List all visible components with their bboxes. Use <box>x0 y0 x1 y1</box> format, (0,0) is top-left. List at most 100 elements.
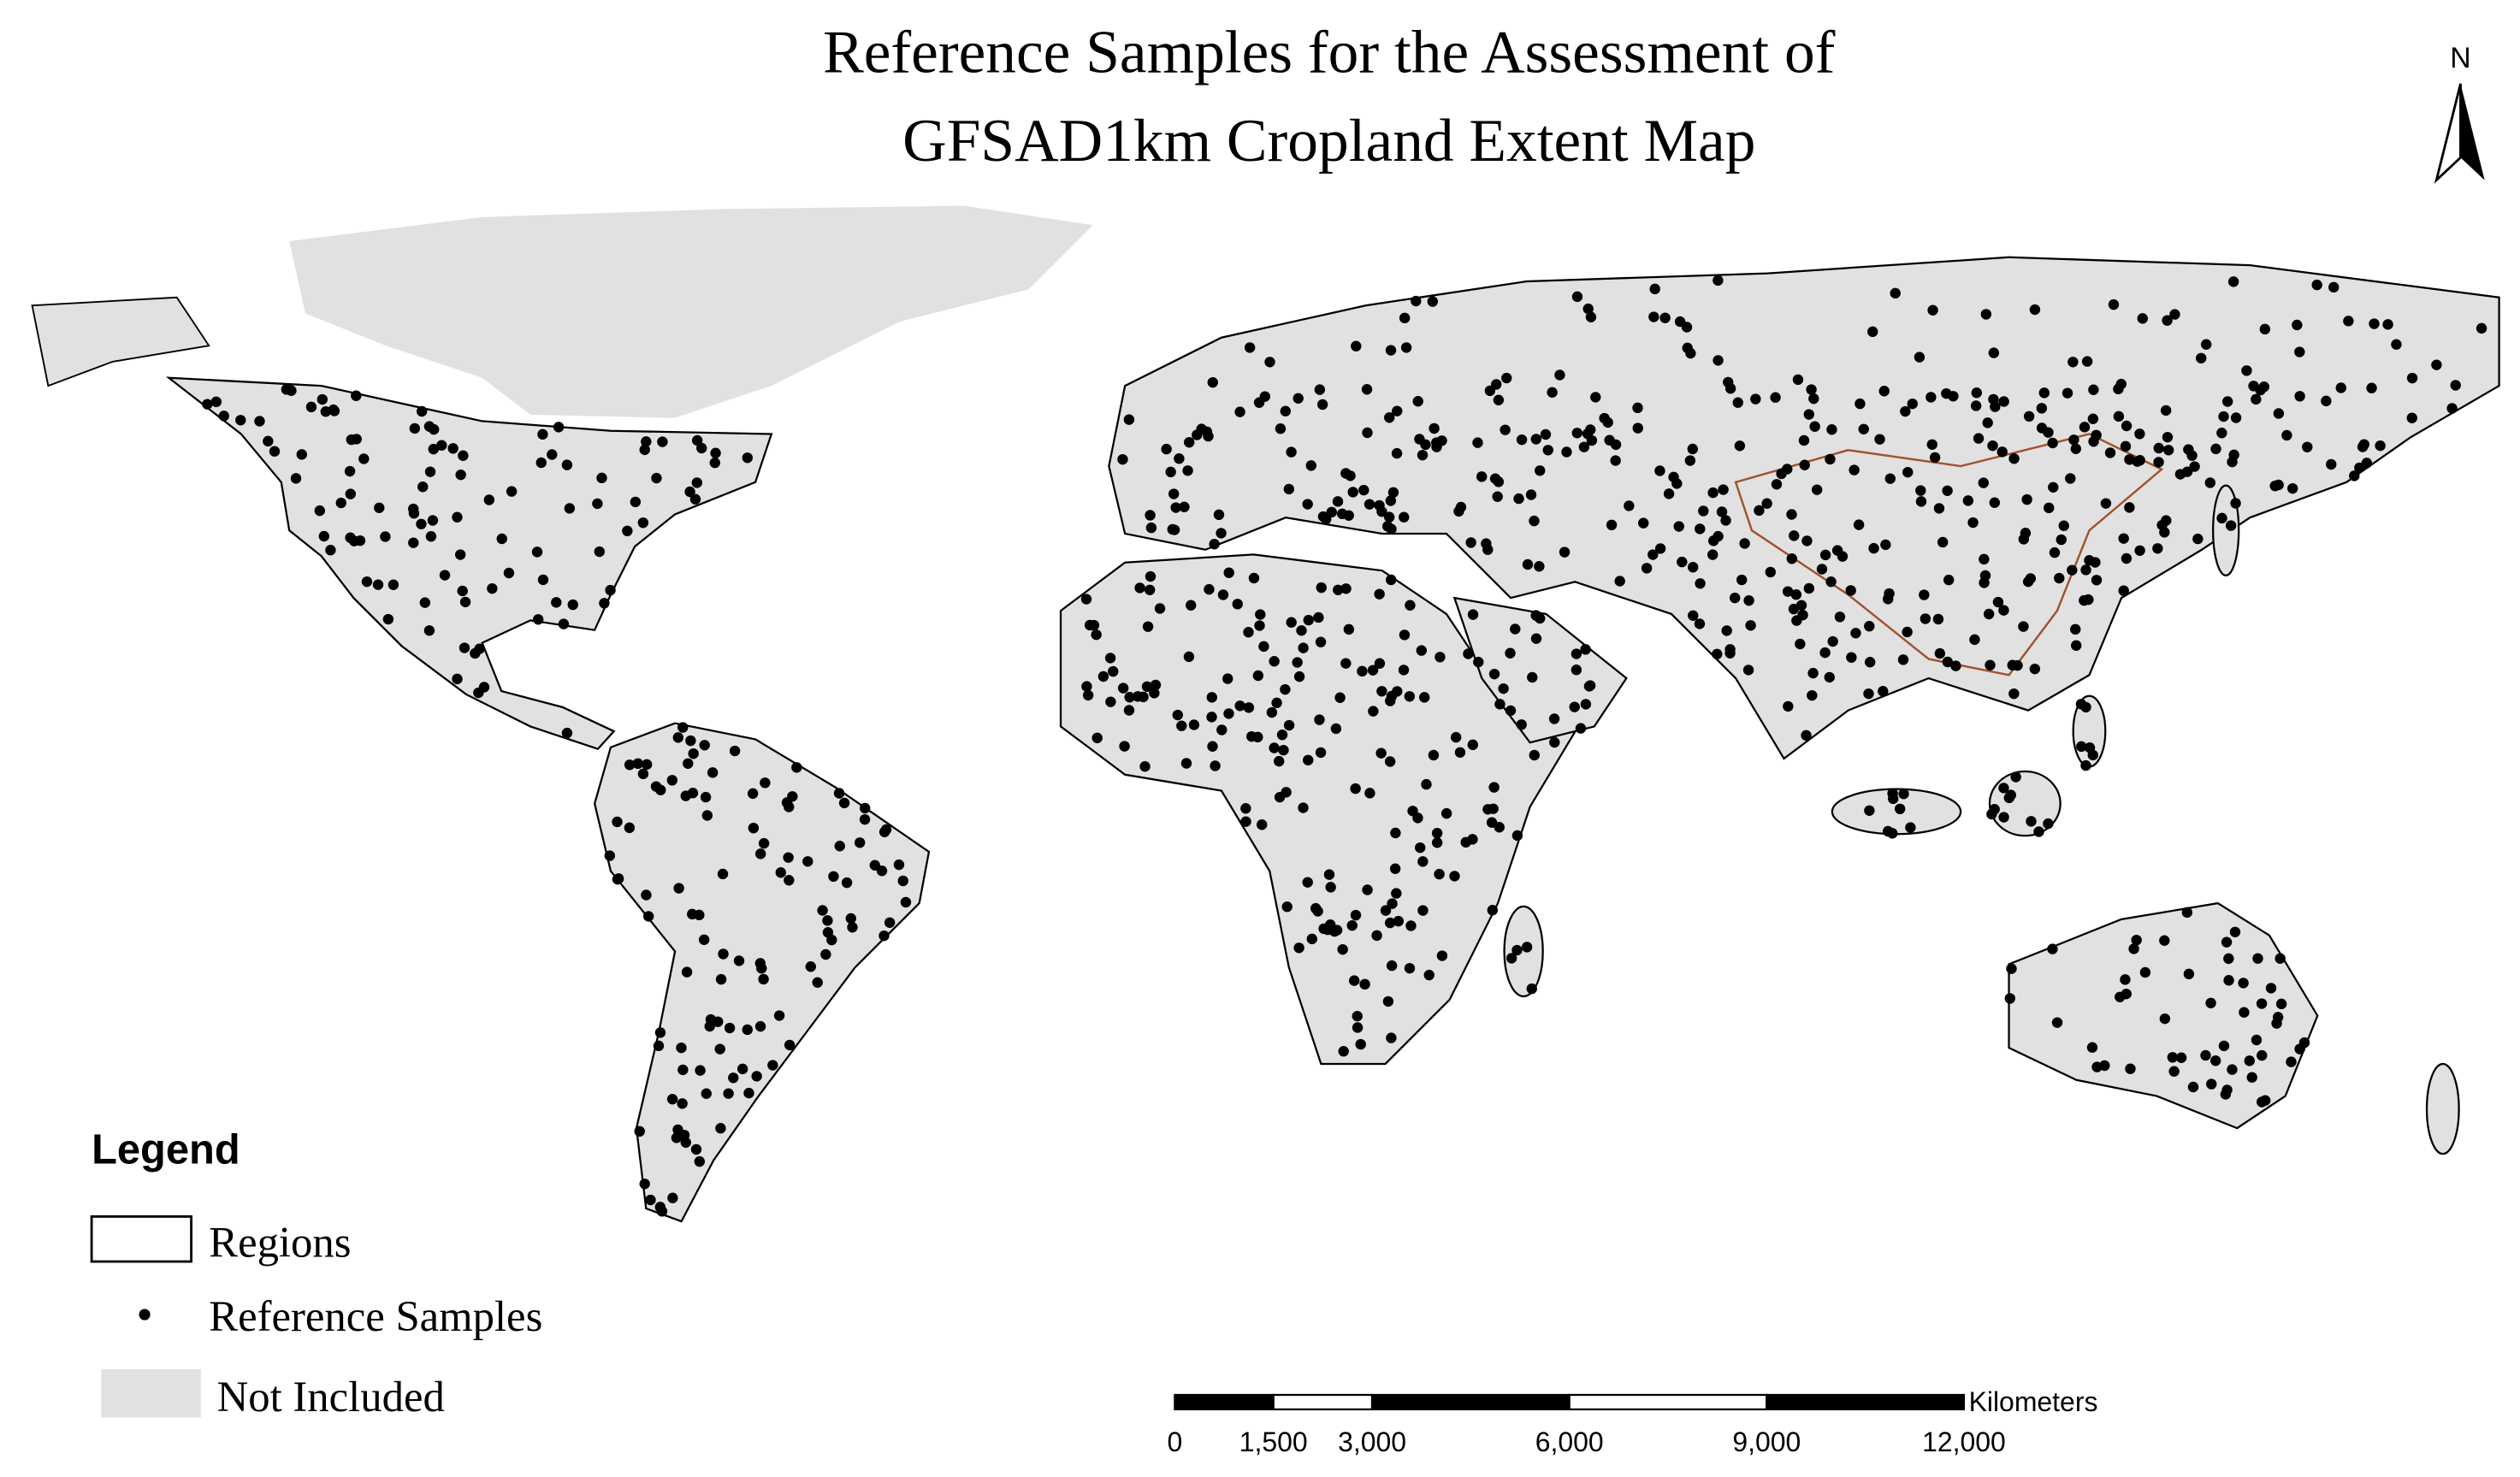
scale-label: 6,000 <box>1535 1427 1604 1457</box>
sample-point <box>718 948 729 960</box>
sample-point <box>1915 496 1927 507</box>
sample-point <box>1375 747 1387 759</box>
sample-point <box>1750 393 1761 405</box>
sample-point <box>1584 680 1596 691</box>
sample-point <box>1271 697 1282 709</box>
sample-point <box>1362 427 1373 439</box>
sample-point <box>1435 652 1446 663</box>
sample-point <box>2209 1055 2221 1066</box>
sample-point <box>1900 405 1911 417</box>
sample-point <box>742 1024 753 1036</box>
sample-point <box>820 948 831 960</box>
sample-point <box>1808 393 1819 405</box>
sample-point <box>1145 522 1157 534</box>
sample-point <box>358 453 370 464</box>
sample-point <box>1884 473 1896 484</box>
sample-point <box>1283 483 1295 495</box>
sample-point <box>1688 610 1699 621</box>
sample-point <box>408 537 419 548</box>
sample-point <box>1357 665 1368 677</box>
sample-point <box>1347 487 1358 498</box>
sample-point <box>1547 387 1558 398</box>
sample-point <box>1257 819 1268 830</box>
sample-point <box>2406 412 2417 423</box>
sample-point <box>1352 1022 1364 1033</box>
sample-point <box>1207 741 1218 752</box>
sample-point <box>2099 1060 2110 1072</box>
sample-point <box>2033 826 2044 837</box>
sample-point <box>1108 665 1119 677</box>
sample-point <box>775 867 787 878</box>
sample-point <box>1399 629 1411 641</box>
sample-point <box>1276 729 1288 741</box>
sample-point <box>2134 545 2145 556</box>
sample-point <box>423 625 435 636</box>
scale-label: 12,000 <box>1922 1427 2006 1457</box>
sample-point <box>1529 749 1540 761</box>
sample-point <box>1298 802 1309 813</box>
sample-point <box>634 1125 645 1137</box>
sample-point <box>320 406 332 417</box>
sample-point <box>743 1087 754 1099</box>
sample-point <box>1364 788 1375 799</box>
sample-point <box>641 759 653 771</box>
sample-point <box>1340 583 1352 594</box>
sample-point <box>878 930 890 942</box>
sample-point <box>1493 394 1505 405</box>
sample-point <box>1942 656 1954 668</box>
sample-point <box>637 517 649 529</box>
sample-point <box>1624 500 1635 511</box>
sample-point <box>2004 993 2015 1004</box>
sample-point <box>1684 455 1696 466</box>
scale-label: 9,000 <box>1732 1427 1801 1457</box>
sample-point <box>1819 647 1831 659</box>
sample-point <box>2230 412 2242 423</box>
sample-point <box>624 822 636 834</box>
sample-point <box>1286 446 1297 458</box>
sample-point <box>1745 620 1756 631</box>
sample-point <box>1932 613 1944 625</box>
sample-point <box>783 852 794 863</box>
sample-point <box>290 473 302 484</box>
sample-point <box>1525 489 1537 500</box>
sample-point <box>1303 614 1314 626</box>
sample-point <box>678 1130 690 1141</box>
sample-point <box>2051 1017 2063 1028</box>
sample-point <box>1807 667 1819 679</box>
sample-point <box>594 546 605 558</box>
sample-point <box>2476 322 2487 334</box>
sample-point <box>1992 596 2004 608</box>
sample-point <box>681 966 693 978</box>
sample-point <box>1399 511 1410 523</box>
sample-point <box>1492 491 1503 502</box>
sample-point <box>1293 671 1305 682</box>
sample-point <box>802 856 813 867</box>
sample-point <box>2354 462 2365 474</box>
sample-point <box>2206 1078 2217 1090</box>
sample-point <box>1223 567 1234 578</box>
sample-point <box>1927 304 1938 316</box>
sample-point <box>1501 372 1512 384</box>
sample-point <box>2192 533 2204 545</box>
sample-point <box>2286 1056 2297 1067</box>
sample-point <box>1894 803 1906 815</box>
sample-point <box>2125 1063 2136 1074</box>
sample-point <box>1929 452 1941 464</box>
sample-point <box>1385 495 1397 506</box>
sample-point <box>2265 983 2277 994</box>
sample-point <box>1770 392 1781 403</box>
sample-point <box>2067 357 2079 368</box>
sample-point <box>689 493 701 505</box>
sample-point <box>630 496 642 508</box>
sample-point <box>736 1063 748 1075</box>
sample-point <box>2118 585 2129 596</box>
sample-point <box>1925 392 1937 403</box>
sample-point <box>547 449 558 460</box>
sample-point <box>1816 564 1828 575</box>
sample-point <box>374 502 385 513</box>
sample-point <box>2047 943 2058 954</box>
sample-point <box>1124 692 1135 703</box>
sample-point <box>1849 464 1860 476</box>
scale-label: 0 <box>1168 1427 1183 1457</box>
sample-point <box>1476 471 1488 482</box>
